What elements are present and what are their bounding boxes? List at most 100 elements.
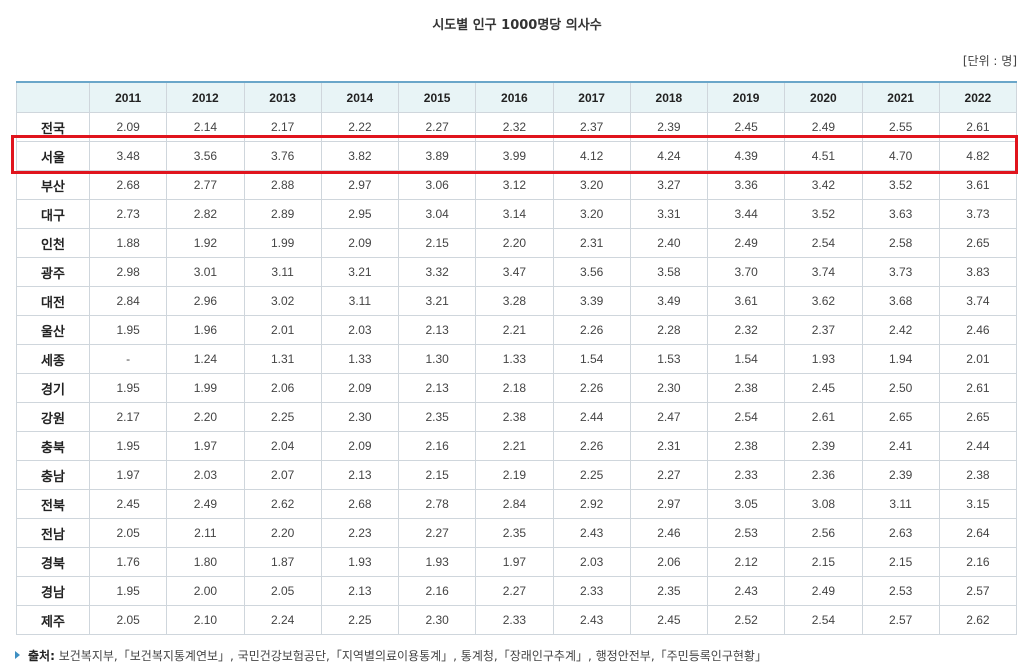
value-cell: 2.03 <box>320 315 400 345</box>
value-cell: 2.92 <box>552 489 631 519</box>
value-cell: 1.87 <box>243 547 322 577</box>
value-cell: 2.65 <box>938 402 1018 432</box>
value-cell: 2.68 <box>88 170 168 200</box>
value-cell: 3.70 <box>706 257 786 287</box>
value-cell: 2.73 <box>88 199 168 229</box>
region-label: 전북 <box>16 489 90 519</box>
value-cell: 4.24 <box>629 141 709 171</box>
value-cell: 2.32 <box>475 112 554 142</box>
value-cell: 2.06 <box>629 547 709 577</box>
value-cell: 2.52 <box>706 605 786 635</box>
table-row: 인천 1.88 1.92 1.99 2.09 2.15 2.20 2.31 2.40 2.49 2.… <box>16 228 1018 258</box>
year-header: 2017 <box>552 81 631 113</box>
value-cell: 2.25 <box>552 460 631 490</box>
value-cell: 2.35 <box>397 402 477 432</box>
value-cell: 2.27 <box>397 112 477 142</box>
value-cell: 2.09 <box>320 431 400 461</box>
value-cell: 4.70 <box>861 141 940 171</box>
value-cell: 3.06 <box>397 170 477 200</box>
region-label: 제주 <box>16 605 90 635</box>
value-cell: 2.43 <box>552 518 631 548</box>
value-cell: 2.54 <box>784 605 863 635</box>
value-cell: 4.12 <box>552 141 631 171</box>
table-row: 경북 1.76 1.80 1.87 1.93 1.93 1.97 2.03 2.06 2.12 2.… <box>16 547 1018 577</box>
value-cell: 2.45 <box>784 373 863 403</box>
year-header: 2020 <box>784 81 863 113</box>
value-cell: 2.01 <box>938 344 1018 374</box>
value-cell: 2.22 <box>320 112 400 142</box>
value-cell: 1.88 <box>88 228 168 258</box>
region-label: 전국 <box>16 112 90 142</box>
value-cell: 2.64 <box>938 518 1018 548</box>
region-label: 강원 <box>16 402 90 432</box>
value-cell: 1.93 <box>784 344 863 374</box>
table-row: 울산 1.95 1.96 2.01 2.03 2.13 2.21 2.26 2.28 2.32 2.… <box>16 315 1018 345</box>
value-cell: 4.39 <box>706 141 786 171</box>
region-label: 경남 <box>16 576 90 606</box>
value-cell: 2.32 <box>706 315 786 345</box>
table-row: 대구 2.73 2.82 2.89 2.95 3.04 3.14 3.20 3.31 3.44 3.… <box>16 199 1018 229</box>
value-cell: 2.04 <box>243 431 322 461</box>
value-cell: 3.89 <box>397 141 477 171</box>
value-cell: 2.13 <box>397 373 477 403</box>
region-label: 전남 <box>16 518 90 548</box>
table-row: 충남 1.97 2.03 2.07 2.13 2.15 2.19 2.25 2.27 2.33 2.… <box>16 460 1018 490</box>
value-cell: 1.97 <box>88 460 168 490</box>
value-cell: 2.49 <box>784 576 863 606</box>
value-cell: 2.20 <box>475 228 554 258</box>
value-cell: 4.51 <box>784 141 863 171</box>
page-title: 시도별 인구 1000명당 의사수 <box>432 18 602 33</box>
value-cell: 3.12 <box>475 170 554 200</box>
region-label: 울산 <box>16 315 90 345</box>
value-cell: 2.25 <box>320 605 400 635</box>
value-cell: - <box>88 344 168 374</box>
region-label: 경기 <box>16 373 90 403</box>
value-cell: 3.42 <box>784 170 863 200</box>
table-row: 서울 3.48 3.56 3.76 3.82 3.89 3.99 4.12 4.24 4.39 4.… <box>16 141 1018 171</box>
value-cell: 1.95 <box>88 431 168 461</box>
value-cell: 2.45 <box>629 605 709 635</box>
value-cell: 1.93 <box>397 547 477 577</box>
value-cell: 2.40 <box>629 228 709 258</box>
value-cell: 2.09 <box>320 228 400 258</box>
value-cell: 2.16 <box>397 576 477 606</box>
value-cell: 1.99 <box>243 228 322 258</box>
value-cell: 2.41 <box>861 431 940 461</box>
region-label: 충남 <box>16 460 90 490</box>
value-cell: 3.04 <box>397 199 477 229</box>
bullet-triangle-icon <box>15 651 20 659</box>
value-cell: 2.27 <box>397 518 477 548</box>
year-header: 2014 <box>320 81 400 113</box>
value-cell: 2.97 <box>629 489 709 519</box>
value-cell: 2.54 <box>706 402 786 432</box>
value-cell: 3.11 <box>861 489 940 519</box>
value-cell: 2.06 <box>243 373 322 403</box>
year-header: 2015 <box>397 81 477 113</box>
source-text: 보건복지부,「보건복지통계연보」, 국민건강보험공단,「지역별의료이용통계」, … <box>58 649 767 663</box>
value-cell: 2.78 <box>397 489 477 519</box>
value-cell: 2.38 <box>706 431 786 461</box>
table-row: 전국 2.09 2.14 2.17 2.22 2.27 2.32 2.37 2.39 2.45 2.… <box>16 112 1018 142</box>
value-cell: 2.46 <box>938 315 1018 345</box>
value-cell: 2.11 <box>166 518 245 548</box>
value-cell: 3.05 <box>706 489 786 519</box>
value-cell: 2.33 <box>552 576 631 606</box>
value-cell: 3.58 <box>629 257 709 287</box>
value-cell: 2.27 <box>475 576 554 606</box>
value-cell: 1.24 <box>166 344 245 374</box>
value-cell: 2.96 <box>166 286 245 316</box>
value-cell: 2.82 <box>166 199 245 229</box>
value-cell: 2.00 <box>166 576 245 606</box>
year-header: 2011 <box>88 81 168 113</box>
value-cell: 3.27 <box>629 170 709 200</box>
value-cell: 2.39 <box>861 460 940 490</box>
region-label: 충북 <box>16 431 90 461</box>
value-cell: 3.49 <box>629 286 709 316</box>
value-cell: 1.95 <box>88 373 168 403</box>
value-cell: 1.54 <box>552 344 631 374</box>
value-cell: 2.39 <box>784 431 863 461</box>
value-cell: 2.21 <box>475 431 554 461</box>
value-cell: 2.01 <box>243 315 322 345</box>
value-cell: 2.63 <box>861 518 940 548</box>
value-cell: 3.02 <box>243 286 322 316</box>
